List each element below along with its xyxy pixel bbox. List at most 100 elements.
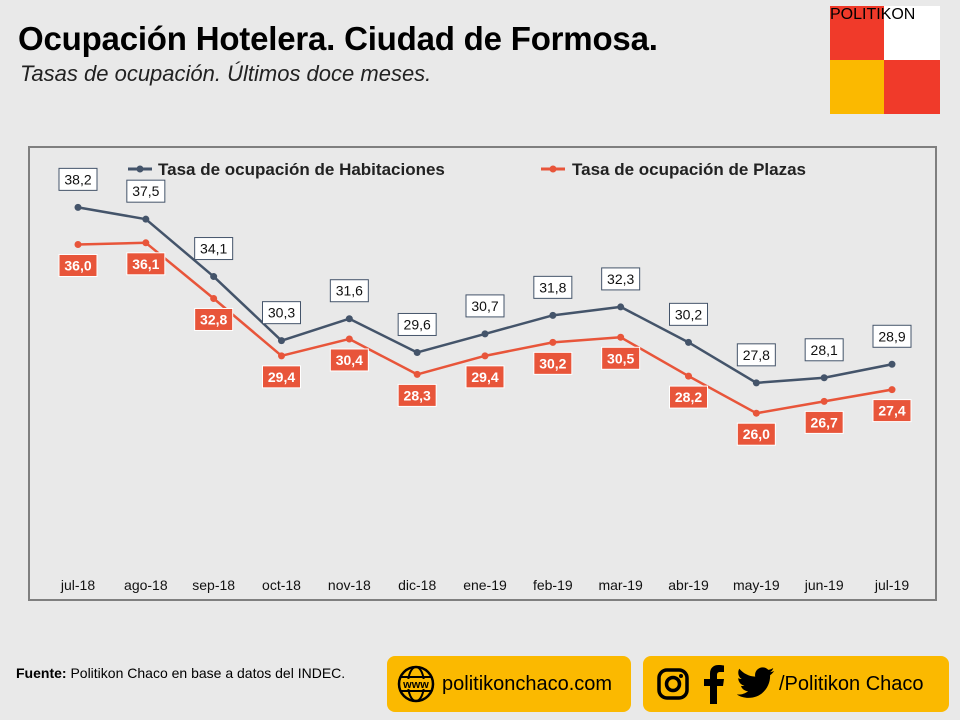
data-label-box-1 bbox=[58, 253, 98, 277]
x-tick-label: dic-18 bbox=[398, 577, 436, 593]
data-point-1 bbox=[549, 338, 557, 346]
data-label-1: 28,2 bbox=[675, 389, 702, 405]
x-tick-label: jun-19 bbox=[804, 577, 844, 593]
x-tick-label: may-19 bbox=[733, 577, 780, 593]
data-label-box-0 bbox=[194, 237, 234, 261]
data-point-1 bbox=[413, 370, 421, 378]
x-tick-label: jul-18 bbox=[60, 577, 95, 593]
data-label-0: 27,8 bbox=[743, 347, 770, 363]
data-label-1: 26,0 bbox=[743, 426, 770, 442]
data-point-0 bbox=[142, 215, 150, 223]
data-point-0 bbox=[820, 374, 828, 382]
x-tick-label: ago-18 bbox=[124, 577, 168, 593]
data-label-1: 30,2 bbox=[539, 355, 566, 371]
data-label-box-1 bbox=[872, 399, 912, 423]
social-handle[interactable]: /Politikon Chaco bbox=[779, 673, 924, 695]
data-label-1: 30,5 bbox=[607, 350, 634, 366]
data-label-0: 29,6 bbox=[404, 316, 431, 332]
data-label-box-0 bbox=[669, 302, 708, 326]
data-point-1 bbox=[210, 294, 218, 302]
x-tick-label: abr-19 bbox=[668, 577, 709, 593]
politikon-logo bbox=[830, 6, 940, 114]
x-tick-label: nov-18 bbox=[328, 577, 371, 593]
data-label-0: 30,3 bbox=[268, 305, 295, 321]
data-label-0: 38,2 bbox=[64, 171, 91, 187]
data-label-box-0 bbox=[397, 312, 437, 336]
data-label-box-1 bbox=[669, 385, 708, 409]
data-point-0 bbox=[345, 315, 353, 323]
data-label-box-0 bbox=[262, 301, 301, 325]
website-url[interactable]: politikonchaco.com bbox=[442, 673, 613, 695]
data-label-box-0 bbox=[58, 167, 98, 191]
data-label-0: 28,1 bbox=[811, 342, 838, 358]
data-point-0 bbox=[888, 360, 896, 368]
data-label-box-0 bbox=[126, 179, 166, 203]
page-title: Ocupación Hotelera. Ciudad de Formosa. bbox=[18, 20, 658, 57]
data-point-1 bbox=[345, 335, 353, 343]
data-point-0 bbox=[210, 273, 218, 281]
legend-marker-1 bbox=[549, 165, 557, 173]
data-point-0 bbox=[617, 303, 625, 311]
data-point-0 bbox=[413, 348, 421, 356]
data-point-0 bbox=[752, 379, 760, 387]
data-label-box-1 bbox=[465, 365, 505, 389]
data-label-1: 26,7 bbox=[811, 414, 838, 430]
data-point-1 bbox=[481, 352, 489, 360]
x-tick-label: mar-19 bbox=[598, 577, 643, 593]
x-tick-label: jul-19 bbox=[874, 577, 909, 593]
data-label-box-1 bbox=[329, 348, 369, 372]
data-label-box-0 bbox=[465, 294, 505, 318]
source-note: Fuente: Politikon Chaco en base a datos … bbox=[16, 664, 356, 683]
logo-label: POLITIKON bbox=[830, 6, 916, 23]
data-point-0 bbox=[74, 203, 82, 211]
x-tick-label: ene-19 bbox=[463, 577, 507, 593]
data-label-box-0 bbox=[533, 275, 573, 299]
data-label-box-0 bbox=[329, 279, 369, 303]
data-label-box-0 bbox=[804, 338, 844, 362]
data-point-1 bbox=[74, 240, 82, 248]
source-text: Politikon Chaco en base a datos del INDE… bbox=[66, 665, 346, 681]
data-label-box-1 bbox=[126, 252, 166, 276]
social-badge[interactable]: /Politikon Chaco bbox=[643, 656, 949, 712]
page-subtitle: Tasas de ocupación. Últimos doce meses. bbox=[20, 61, 432, 86]
data-label-1: 27,4 bbox=[878, 403, 905, 419]
legend-marker-0 bbox=[136, 165, 144, 173]
data-label-1: 36,1 bbox=[132, 256, 159, 272]
data-point-0 bbox=[278, 337, 285, 345]
data-label-1: 30,4 bbox=[336, 352, 363, 368]
data-point-0 bbox=[481, 330, 489, 338]
data-label-box-1 bbox=[533, 351, 573, 375]
data-point-1 bbox=[142, 239, 150, 247]
data-label-box-1 bbox=[262, 365, 301, 389]
instagram-icon[interactable] bbox=[656, 667, 690, 701]
data-point-0 bbox=[549, 311, 557, 319]
data-label-0: 30,7 bbox=[471, 298, 498, 314]
data-label-0: 31,8 bbox=[539, 279, 566, 295]
x-tick-label: feb-19 bbox=[533, 577, 573, 593]
data-label-box-1 bbox=[804, 410, 844, 434]
data-label-box-0 bbox=[601, 267, 641, 291]
data-point-1 bbox=[617, 333, 625, 341]
facebook-icon[interactable] bbox=[703, 664, 725, 704]
data-label-0: 30,2 bbox=[675, 306, 702, 322]
data-point-1 bbox=[685, 372, 692, 380]
data-label-0: 34,1 bbox=[200, 241, 227, 257]
data-label-0: 32,3 bbox=[607, 271, 634, 287]
legend-label-0: Tasa de ocupación de Habitaciones bbox=[158, 160, 445, 179]
web-icon-text: www bbox=[402, 679, 429, 691]
data-label-1: 29,4 bbox=[471, 369, 498, 385]
data-label-1: 29,4 bbox=[268, 369, 295, 385]
data-point-0 bbox=[685, 338, 692, 346]
data-label-box-1 bbox=[601, 346, 641, 370]
twitter-icon[interactable] bbox=[737, 667, 775, 699]
source-label: Fuente: bbox=[16, 665, 67, 681]
legend-label-1: Tasa de ocupación de Plazas bbox=[572, 160, 806, 179]
data-label-0: 31,6 bbox=[336, 283, 363, 299]
data-point-1 bbox=[820, 397, 828, 405]
website-badge[interactable]: www politikonchaco.com bbox=[387, 656, 631, 712]
x-tick-label: sep-18 bbox=[192, 577, 235, 593]
data-label-1: 32,8 bbox=[200, 311, 227, 327]
x-tick-label: oct-18 bbox=[262, 577, 301, 593]
data-label-1: 36,0 bbox=[64, 257, 91, 273]
data-label-box-1 bbox=[397, 383, 437, 407]
